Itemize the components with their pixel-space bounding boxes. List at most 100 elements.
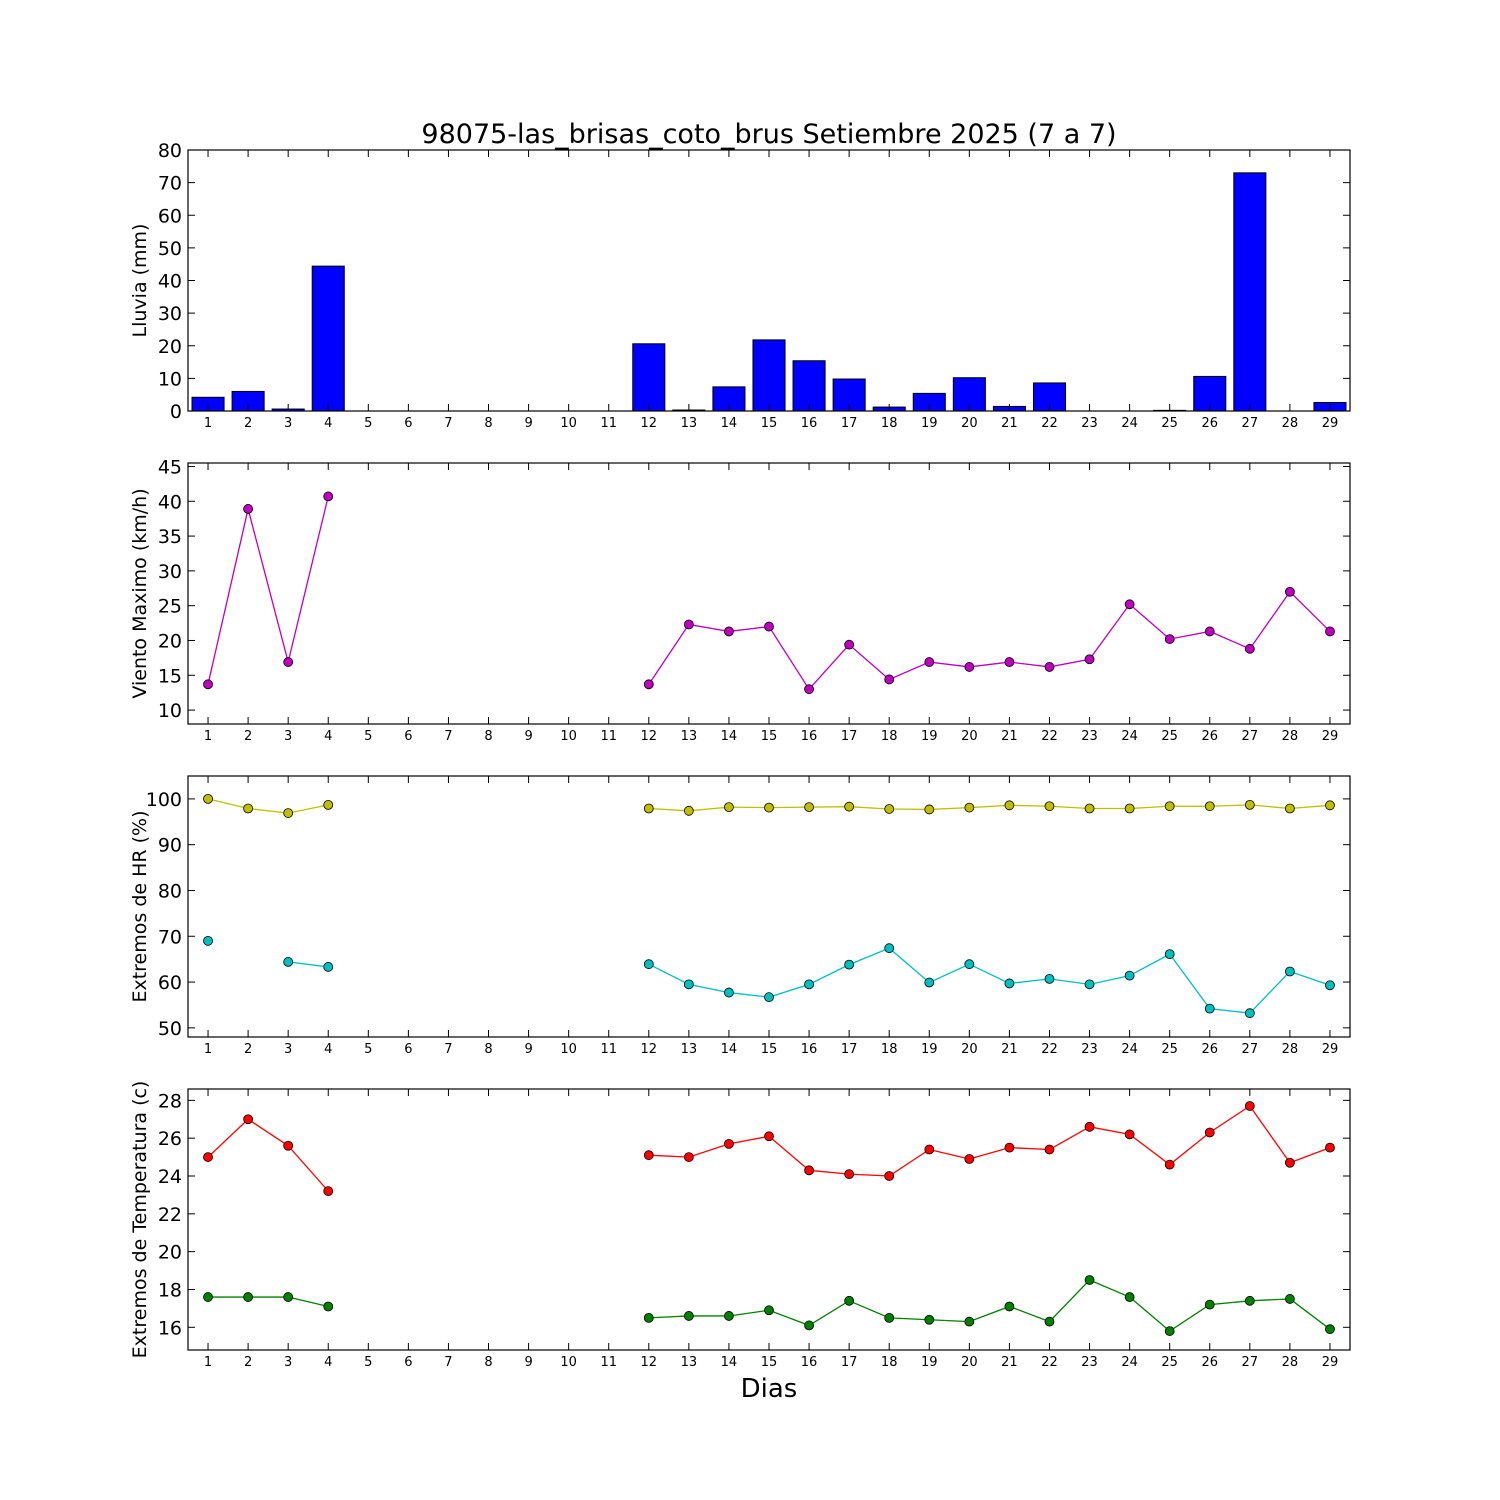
humidity-series-0-point-21 [1004, 800, 1015, 811]
humidity-series-0-point-29 [1325, 800, 1335, 811]
rain-xtick-label-20: 20 [961, 416, 978, 431]
wind-series-0-point-23 [1084, 654, 1095, 665]
rain-xtick-label-29: 29 [1322, 416, 1339, 431]
rain-y-axis-label: Lluvia (mm) [129, 224, 151, 338]
temperature-series-0-point-25 [1164, 1159, 1175, 1170]
humidity-series-0-point-17 [844, 801, 855, 812]
rain-xtick-label-15: 15 [761, 416, 778, 431]
wind-series-0-point-12 [643, 679, 654, 690]
temperature-series-1-point-17 [844, 1295, 855, 1306]
temperature-xtick-label-14: 14 [721, 1355, 738, 1370]
temperature-series-1-point-19 [924, 1314, 935, 1325]
rain-ytick-label-80: 80 [158, 140, 182, 162]
rain-xtick-label-11: 11 [600, 416, 617, 431]
wind-xtick-label-3: 3 [284, 729, 292, 744]
wind-xtick-label-25: 25 [1161, 729, 1178, 744]
temperature-ytick-label-24: 24 [158, 1166, 182, 1188]
figure-title: 98075-las_brisas_coto_brus Setiembre 202… [421, 119, 1116, 150]
rain-xtick-label-18: 18 [881, 416, 898, 431]
rain-xtick-label-3: 3 [284, 416, 292, 431]
temperature-series-1-point-26 [1204, 1299, 1215, 1310]
temperature-series-1-point-3 [283, 1292, 294, 1302]
humidity-series-0-point-4 [323, 799, 334, 810]
temperature-series-1-point-1 [203, 1292, 213, 1302]
rain-xtick-label-6: 6 [404, 416, 412, 431]
temperature-xtick-label-2: 2 [244, 1355, 252, 1370]
wind-series-0-point-17 [844, 639, 855, 650]
wind-xtick-label-26: 26 [1201, 729, 1218, 744]
humidity-series-0-point-20 [964, 802, 975, 813]
rain-xtick-label-8: 8 [484, 416, 492, 431]
rain-xtick-label-14: 14 [721, 416, 738, 431]
temperature-xtick-label-24: 24 [1121, 1355, 1138, 1370]
temperature-series-0-point-15 [764, 1131, 774, 1142]
wind-xtick-label-10: 10 [560, 729, 577, 744]
humidity-series-1-line-2 [648, 947, 1331, 1014]
humidity-xtick-label-16: 16 [801, 1042, 818, 1057]
humidity-ytick-label-90: 90 [158, 835, 182, 857]
rain-ytick-label-70: 70 [158, 173, 182, 195]
temperature-xtick-label-15: 15 [761, 1355, 778, 1370]
rain-xtick-label-12: 12 [641, 416, 658, 431]
temperature-series-0-point-20 [964, 1154, 975, 1164]
wind-xtick-label-24: 24 [1121, 729, 1138, 744]
humidity-series-1-point-26 [1204, 1003, 1215, 1014]
rain-ytick-label-20: 20 [158, 336, 182, 358]
humidity-ytick-label-70: 70 [158, 926, 182, 948]
temperature-xtick-label-28: 28 [1282, 1355, 1299, 1370]
temperature-xtick-label-4: 4 [324, 1355, 332, 1370]
temperature-series-1-point-15 [764, 1305, 774, 1316]
humidity-xtick-label-20: 20 [961, 1042, 978, 1057]
humidity-xtick-label-26: 26 [1201, 1042, 1218, 1057]
temperature-y-axis-label: Extremos de Temperatura (c) [129, 1081, 151, 1359]
temperature-xtick-label-19: 19 [921, 1355, 938, 1370]
humidity-xtick-label-27: 27 [1242, 1042, 1259, 1057]
humidity-series-1-point-16 [804, 979, 814, 990]
humidity-series-0-point-25 [1164, 801, 1175, 812]
temperature-xtick-label-22: 22 [1041, 1355, 1058, 1370]
humidity-series-1-point-4 [323, 962, 334, 972]
humidity-series-0-point-26 [1204, 801, 1215, 812]
temperature-ytick-label-28: 28 [158, 1090, 182, 1112]
wind-xtick-label-7: 7 [444, 729, 452, 744]
temperature-series-0-point-4 [323, 1186, 334, 1197]
rain-xtick-label-24: 24 [1121, 416, 1138, 431]
wind-series-0-point-16 [804, 684, 814, 695]
wind-ytick-label-40: 40 [158, 491, 182, 513]
rain-xtick-label-27: 27 [1242, 416, 1259, 431]
temperature-series-1-point-25 [1164, 1326, 1175, 1336]
temperature-series-1-point-16 [804, 1320, 814, 1331]
rain-ytick-label-10: 10 [158, 368, 182, 390]
humidity-series-1-point-23 [1084, 979, 1095, 990]
humidity-series-1-point-21 [1004, 978, 1015, 989]
wind-series-0-point-4 [323, 491, 334, 502]
temperature-series-0-point-16 [804, 1165, 814, 1176]
humidity-xtick-label-18: 18 [881, 1042, 898, 1057]
temperature-series-0-point-28 [1285, 1157, 1295, 1168]
rain-xtick-label-5: 5 [364, 416, 372, 431]
humidity-xtick-label-14: 14 [721, 1042, 738, 1057]
wind-series-0-point-15 [764, 621, 774, 632]
humidity-ytick-label-50: 50 [158, 1018, 182, 1040]
temperature-series-1-point-29 [1325, 1324, 1335, 1335]
temperature-xtick-label-20: 20 [961, 1355, 978, 1370]
rain-ytick-label-40: 40 [158, 271, 182, 293]
humidity-series-1-point-19 [924, 977, 935, 988]
wind-xtick-label-23: 23 [1081, 729, 1098, 744]
wind-xtick-label-17: 17 [841, 729, 858, 744]
temperature-series-1-point-20 [964, 1316, 975, 1327]
wind-series-0-line-1 [648, 590, 1331, 691]
rain-xtick-label-16: 16 [801, 416, 818, 431]
humidity-series-0-point-3 [283, 808, 294, 818]
rain-xtick-label-25: 25 [1161, 416, 1178, 431]
wind-series-0-point-28 [1285, 586, 1295, 597]
rain-xtick-label-17: 17 [841, 416, 858, 431]
temperature-xtick-label-7: 7 [444, 1355, 452, 1370]
temperature-series-0-point-22 [1044, 1144, 1055, 1155]
humidity-series-0-point-2 [243, 803, 254, 814]
temperature-series-0-point-18 [884, 1171, 895, 1181]
humidity-series-0-point-15 [764, 802, 774, 813]
